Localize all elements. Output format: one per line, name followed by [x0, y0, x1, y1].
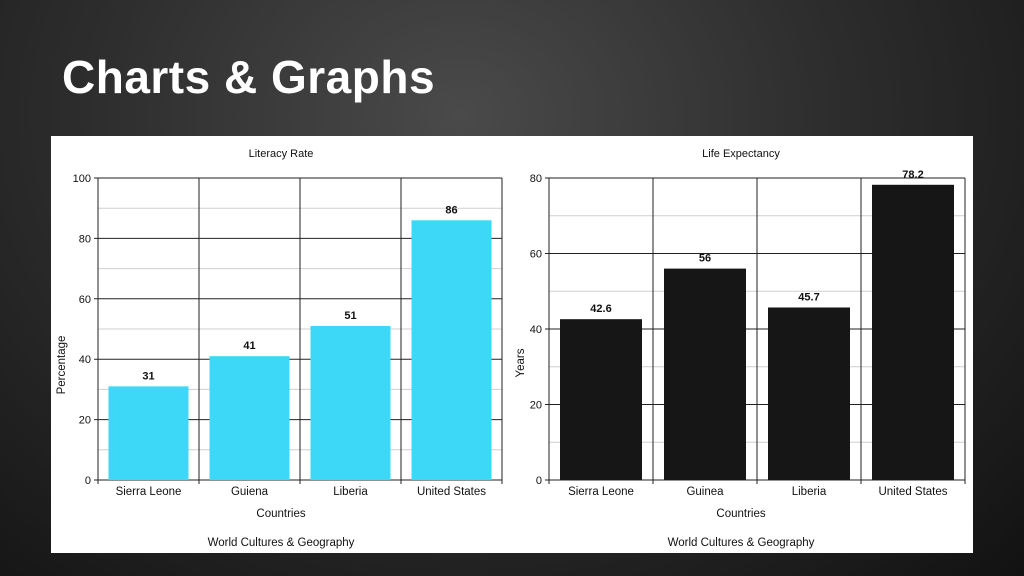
life-expectancy-chart: Life Expectancy Countries World Cultures…: [515, 148, 966, 549]
bar-value-label: 86: [445, 204, 457, 216]
y-tick-label: 20: [79, 415, 91, 427]
literacy-rate-chart-panel: Literacy Rate Countries World Cultures &…: [51, 136, 510, 553]
y-tick-label: 80: [79, 233, 91, 245]
bar-value-label: 56: [699, 253, 711, 265]
x-tick-label: Guinea: [686, 486, 724, 498]
chart-caption: World Cultures & Geography: [208, 537, 355, 549]
y-tick-label: 60: [79, 294, 91, 306]
y-axis-label: Years: [515, 348, 527, 377]
bar-value-label: 41: [243, 340, 255, 352]
x-tick-label: Liberia: [333, 486, 368, 498]
y-tick-label: 60: [530, 249, 542, 261]
life-expectancy-chart-panel: Life Expectancy Countries World Cultures…: [510, 136, 973, 553]
bar-value-label: 42.6: [590, 303, 611, 315]
y-tick-label: 40: [79, 354, 91, 366]
bar: [411, 220, 492, 480]
bar: [872, 184, 954, 481]
y-tick-label: 100: [73, 173, 91, 185]
y-tick-label: 40: [530, 324, 542, 336]
chart-title: Life Expectancy: [702, 148, 780, 160]
bar-value-label: 31: [142, 370, 154, 382]
bar: [768, 307, 850, 480]
bar: [209, 356, 290, 480]
x-tick-label: Sierra Leone: [116, 486, 182, 498]
bar-value-label: 45.7: [798, 291, 819, 303]
x-axis-label: Countries: [256, 508, 305, 520]
y-tick-label: 0: [536, 475, 542, 487]
x-axis-label: Countries: [716, 508, 765, 520]
chart-title: Literacy Rate: [249, 148, 314, 160]
bar: [560, 319, 642, 480]
slide-title: Charts & Graphs: [62, 51, 436, 103]
y-tick-label: 0: [85, 475, 91, 487]
bar-value-label: 51: [344, 310, 356, 322]
bar: [108, 386, 189, 480]
y-tick-label: 20: [530, 400, 542, 412]
bar: [310, 325, 391, 480]
bar-value-label: 78.2: [902, 169, 923, 181]
x-tick-label: Sierra Leone: [568, 486, 634, 498]
bar: [664, 268, 746, 480]
literacy-rate-chart: Literacy Rate Countries World Cultures &…: [56, 148, 503, 549]
x-tick-label: Guiena: [231, 486, 269, 498]
x-tick-label: Liberia: [792, 486, 827, 498]
y-axis-label: Percentage: [56, 336, 68, 395]
chart-caption: World Cultures & Geography: [668, 537, 815, 549]
x-tick-label: United States: [878, 486, 947, 498]
x-tick-label: United States: [417, 486, 486, 498]
y-tick-label: 80: [530, 173, 542, 185]
